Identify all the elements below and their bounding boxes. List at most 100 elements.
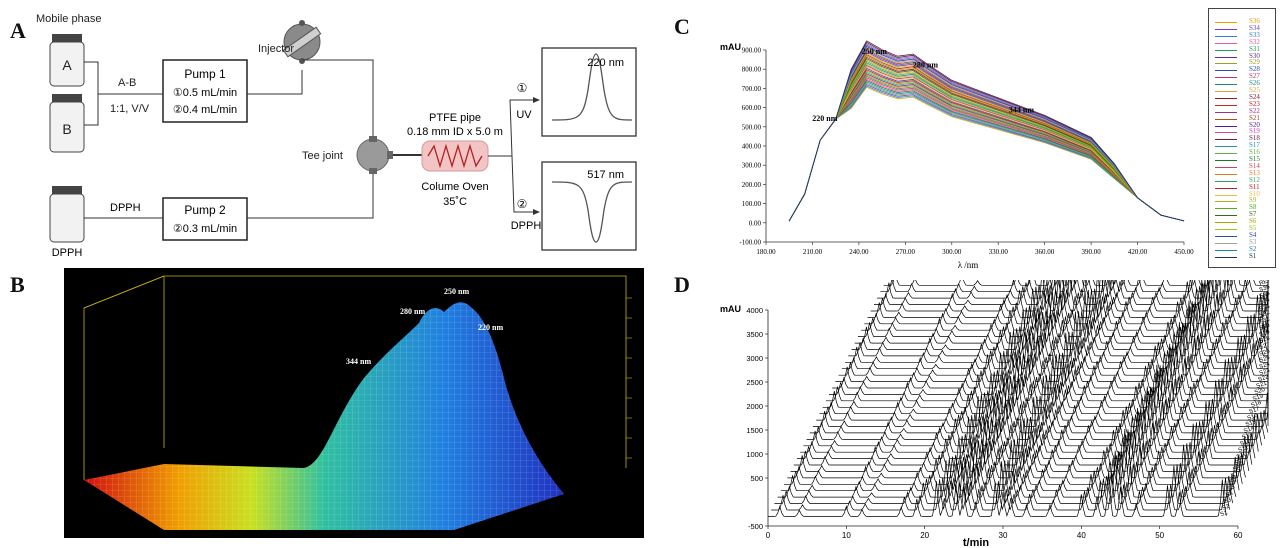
- legend-entry: S26: [1209, 79, 1275, 88]
- chart-d-trace: [806, 386, 1266, 440]
- chart-c-annotation: 344 nm: [1009, 105, 1034, 114]
- chart-d-trace: [784, 428, 1243, 485]
- chart-d-trace: [819, 365, 1269, 415]
- legend-label: S3: [1249, 237, 1257, 246]
- chart-c-series-line: [788, 47, 1185, 222]
- pump-1-flow-2: ②0.4 mL/min: [173, 104, 237, 116]
- chart-d-trace-label: S13: [1241, 432, 1254, 442]
- chart-d-y-tick-label: 4000: [746, 306, 763, 315]
- chart-c-y-tick-label: 0.00: [749, 219, 762, 227]
- legend-entry: S8: [1209, 203, 1275, 212]
- chart-c-series-line: [788, 46, 1185, 222]
- chart-d-trace-label: S2: [1221, 503, 1231, 511]
- chart-c-x-tick-label: 390.00: [1081, 248, 1101, 256]
- chart-d-trace-label: REF: [1259, 280, 1273, 287]
- chart-d-trace-label: S12: [1239, 438, 1252, 448]
- legend-swatch: [1215, 222, 1237, 224]
- chart-c-x-tick-label: 330.00: [989, 248, 1009, 256]
- panel-label-d: D: [674, 272, 690, 297]
- legend-label: S22: [1249, 106, 1260, 115]
- chart-d-trace-label: S1: [1220, 510, 1230, 518]
- chart-c-x-tick-label: 450.00: [1174, 248, 1194, 256]
- chart-d-trace: [870, 280, 1269, 312]
- uv-marker: ①: [517, 81, 528, 95]
- legend-entry: S12: [1209, 176, 1275, 185]
- pump-2-title: Pump 2: [184, 203, 226, 217]
- pump-1-flow-1: ①0.5 mL/min: [173, 87, 237, 99]
- chart-d-ylabel: mAU: [720, 304, 741, 314]
- legend-swatch: [1215, 194, 1237, 196]
- chart-c-y-tick-label: 900.00: [742, 47, 762, 55]
- legend-entry: S6: [1209, 217, 1275, 226]
- uv-chromatogram-window: 220 nm: [541, 47, 637, 137]
- injector-icon: [282, 20, 322, 64]
- legend-label: S15: [1249, 155, 1260, 163]
- chart-d-trace: [812, 387, 1269, 428]
- legend-swatch: [1215, 125, 1237, 127]
- chart-c-annotation: 280 nm: [913, 60, 938, 69]
- legend-swatch: [1215, 77, 1237, 79]
- chart-d-trace: [787, 429, 1246, 479]
- legend-label: S6: [1249, 217, 1257, 226]
- legend-entry: S10: [1209, 190, 1275, 199]
- legend-label: S11: [1249, 182, 1260, 191]
- legend-entry: S1: [1209, 252, 1275, 261]
- chart-d-y-tick-label: 3500: [746, 330, 763, 339]
- chart-d-trace-label: S22: [1257, 374, 1270, 384]
- dpph-chromatogram-window: 517 nm: [541, 161, 637, 251]
- legend-entry: S15: [1209, 155, 1275, 164]
- chart-d-trace-label: S5: [1227, 484, 1237, 492]
- ptfe-pipe-label: PTFE pipe: [429, 112, 481, 124]
- flow-schematic-diagram: Mobile phase A B A-B 1:1, V/V Pump 1 ①0.…: [36, 13, 637, 259]
- chart-d-x-tick-label: 60: [1234, 531, 1243, 540]
- uv-spectra-overlay-chart: mAU λ /nm 180.00 210.00 240.00 270.00 300.00…: [720, 40, 1194, 270]
- legend-swatch: [1215, 180, 1237, 182]
- peak-label-344: 344 nm: [346, 357, 371, 366]
- chart-d-trace-label: S25: [1259, 355, 1272, 365]
- bottle-b-label: B: [62, 121, 71, 137]
- legend-swatch: [1215, 28, 1237, 30]
- chart-d-trace-label: S15: [1245, 419, 1258, 429]
- chart-c-y-tick-label: 800.00: [742, 66, 762, 74]
- legend-entry: S11: [1209, 182, 1275, 192]
- chart-c-y-tick-label: 600.00: [742, 104, 762, 112]
- peak-label-220: 220 nm: [478, 323, 503, 332]
- chart-d-trace-label: S35: [1259, 290, 1272, 300]
- chart-d-y-tick-label: 3000: [746, 354, 763, 363]
- chart-d-trace-label: S28: [1259, 335, 1272, 345]
- injector-label: Injector: [258, 43, 294, 55]
- chart-c-y-tick-label: 400.00: [742, 143, 762, 151]
- legend-swatch: [1215, 132, 1237, 134]
- chart-d-trace-label: S24: [1259, 361, 1272, 371]
- legend-swatch: [1215, 229, 1237, 230]
- chart-c-series-line: [788, 82, 1185, 222]
- legend-entry: S18: [1209, 134, 1275, 143]
- legend-label: S16: [1249, 148, 1260, 157]
- legend-entry: S2: [1209, 245, 1275, 254]
- chart-d-trace-label: S27: [1259, 342, 1272, 352]
- chart-d-trace: [841, 322, 1269, 370]
- legend-swatch: [1215, 139, 1237, 141]
- chart-d-trace: [816, 364, 1269, 421]
- dpph-line-label: DPPH: [110, 202, 141, 214]
- legend-entry: S20: [1209, 121, 1275, 130]
- peak-label-250: 250 nm: [444, 287, 469, 296]
- legend-entry: S5: [1209, 224, 1275, 233]
- chart-d-trace-label: S7: [1230, 471, 1240, 479]
- legend-entry: S23: [1209, 100, 1275, 109]
- chart-c-series-line: [788, 77, 1185, 222]
- chart-d-trace-label: S33: [1259, 303, 1272, 313]
- legend-entry: S25: [1209, 86, 1275, 95]
- legend-entry: S4: [1209, 231, 1275, 240]
- panel-label-b: B: [10, 272, 25, 297]
- dpph-bottle-label: DPPH: [52, 247, 83, 259]
- chart-d-xlabel: t/min: [963, 537, 990, 548]
- legend-entry: S14: [1209, 162, 1275, 171]
- chart-d-trace-label: S10: [1236, 451, 1249, 461]
- legend-label: S27: [1249, 72, 1260, 81]
- legend-swatch: [1215, 187, 1237, 189]
- legend-label: S28: [1249, 65, 1260, 74]
- chart-c-annotation: 250 nm: [862, 47, 887, 56]
- chart-c-series-line: [788, 44, 1185, 222]
- stacked-chromatograms-chart: mAU t/min 0 10 20 30 40 50 60 -500 500 1000 1500 20…: [720, 280, 1273, 548]
